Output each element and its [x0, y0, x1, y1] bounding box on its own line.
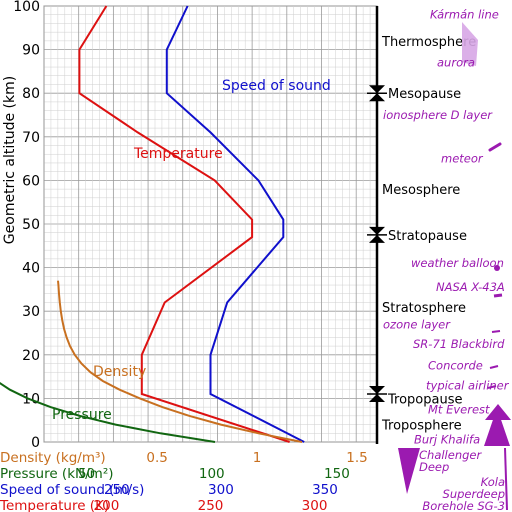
series-lines [0, 5, 305, 443]
y-tick-label: 40 [22, 261, 40, 277]
pressure-line [0, 381, 216, 443]
kola-borehole-icon [504, 447, 508, 511]
y-tick-label: 70 [22, 130, 40, 146]
pressure-axis-tick: 150 [324, 466, 350, 482]
burj-khalifa-icon [484, 408, 510, 446]
note-sr-71-blackbird: SR-71 Blackbird [413, 337, 505, 351]
note-mt-everest: Mt Everest [428, 402, 490, 416]
note-nasa-x-43a: NASA X-43A [436, 280, 505, 294]
meteor-icon [488, 142, 502, 152]
note-aurora: aurora [437, 56, 475, 70]
speed-of-sound-axis-label: Speed of sound (m/s) [0, 482, 144, 498]
y-axis-label: Geometric altitude (km) [2, 76, 18, 244]
layer-troposphere: Troposphere [381, 419, 462, 434]
y-tick-label: 50 [22, 217, 40, 233]
weather-balloon-icon [494, 265, 500, 271]
layer-thermosphere: Thermosphere [381, 35, 476, 50]
note-challenger-deep: Challenger Deep [419, 448, 482, 474]
y-tick-label: 100 [13, 0, 40, 15]
density-line [57, 280, 303, 443]
note-ionosphere-d-layer: ionosphere D layer [383, 108, 493, 122]
temperature-line [78, 5, 290, 443]
temperature-axis-tick: 300 [302, 498, 328, 512]
density-axis-tick: 1 [253, 450, 262, 466]
series-labels: Temperature Speed of sound Density Pressure [52, 78, 331, 423]
density-axis-tick: 1.5 [346, 450, 367, 466]
y-tick-label: 60 [22, 173, 40, 189]
layer-mesosphere: Mesosphere [382, 183, 460, 198]
speed-of-sound-axis-tick: 350 [312, 482, 338, 498]
temperature-axis-tick: 250 [198, 498, 224, 512]
pressure-axis-tick: 50 [78, 466, 95, 482]
temperature-axis-label: Temperature (K) [0, 498, 109, 512]
bottom-axes: Density (kg/m³) 0.5 1 1.5 Pressure (kN/m²)50… [0, 450, 368, 512]
density-axis-tick: 0.5 [146, 450, 167, 466]
challenger-deep-icon [398, 448, 420, 494]
y-tick-label: 0 [31, 435, 40, 451]
layer-tropopause: Tropopause [387, 392, 462, 407]
note-kola-superdeep-borehole-sg-3: Kola Superdeep Borehole SG-3 [422, 475, 505, 512]
layer-mesopause: Mesopause [388, 87, 461, 102]
pressure-label: Pressure [52, 407, 112, 423]
speed-of-sound-axis-tick: 300 [208, 482, 234, 498]
density-axis-label: Density (kg/m³) [0, 450, 106, 466]
note-typical-airliner: typical airliner [426, 378, 510, 392]
y-tick-label: 20 [22, 348, 40, 364]
airliner-icon [487, 385, 497, 389]
note-weather-balloon: weather balloon [411, 256, 504, 270]
aurora-icon [462, 22, 478, 66]
speed-of-sound-line [165, 5, 305, 443]
y-tick-label: 80 [22, 86, 40, 102]
temperature-axis-tick: 200 [94, 498, 120, 512]
note-meteor: meteor [441, 152, 484, 166]
density-label: Density [93, 364, 146, 380]
temperature-label: Temperature [133, 146, 223, 162]
note-ozone-layer: ozone layer [383, 317, 451, 331]
note-k-rm-n-line: Kármán line [430, 8, 499, 22]
sr71-icon [491, 330, 501, 333]
note-burj-khalifa: Burj Khalifa [414, 432, 480, 446]
y-tick-label: 30 [22, 304, 40, 320]
y-tick-label: 90 [22, 43, 40, 59]
pressure-axis-label: Pressure (kN/m²) [0, 466, 114, 482]
x43a-icon [493, 293, 503, 298]
layer-stratosphere: Stratosphere [382, 301, 466, 316]
right-panel: Thermosphere Mesopause Mesosphere Stratopau… [367, 6, 511, 512]
pressure-axis-tick: 100 [199, 466, 225, 482]
speed-of-sound-axis-tick: 250 [104, 482, 130, 498]
note-concorde: Concorde [428, 359, 483, 373]
concorde-icon [489, 365, 499, 369]
layer-stratopause: Stratopause [388, 229, 467, 244]
speed-of-sound-label: Speed of sound [222, 78, 331, 94]
